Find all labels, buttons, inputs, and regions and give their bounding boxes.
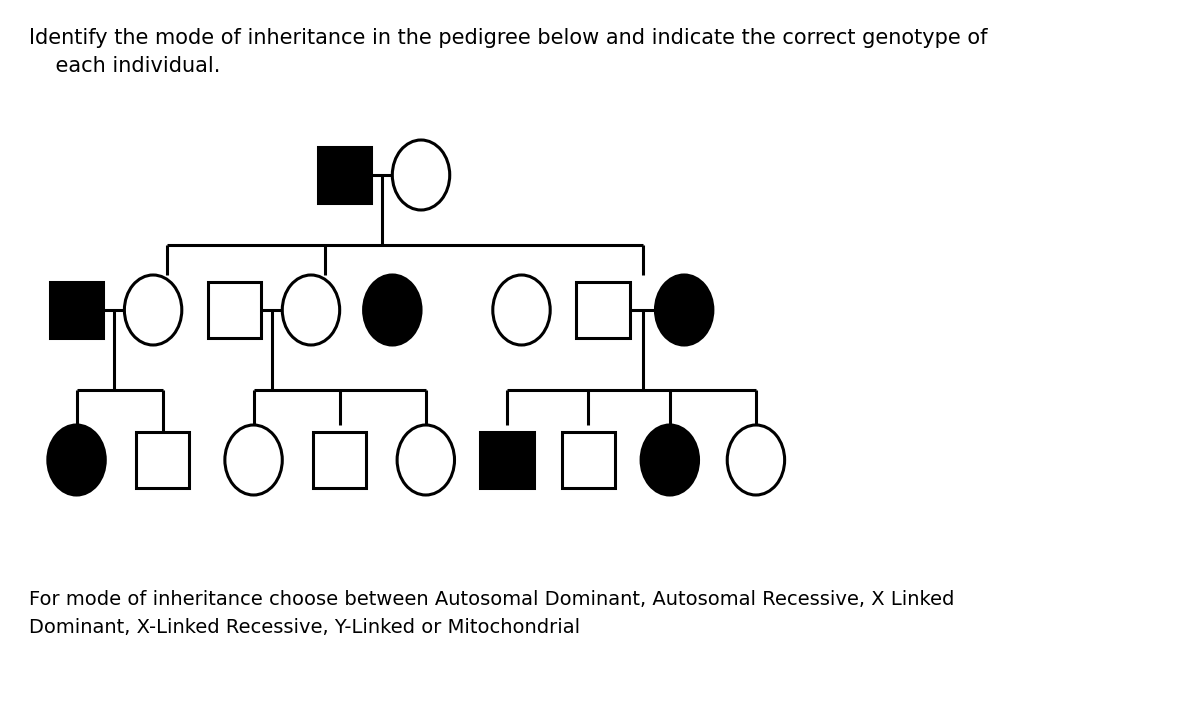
Ellipse shape (392, 140, 450, 210)
Text: Identify the mode of inheritance in the pedigree below and indicate the correct : Identify the mode of inheritance in the … (29, 28, 988, 76)
Ellipse shape (224, 425, 282, 495)
Bar (480, 432, 534, 488)
Ellipse shape (125, 275, 182, 345)
Bar (318, 147, 371, 203)
Text: For mode of inheritance choose between Autosomal Dominant, Autosomal Recessive, : For mode of inheritance choose between A… (29, 590, 954, 637)
Bar (562, 432, 616, 488)
Ellipse shape (282, 275, 340, 345)
Bar (136, 432, 190, 488)
Ellipse shape (641, 425, 698, 495)
Bar (208, 282, 262, 338)
Bar (313, 432, 366, 488)
Ellipse shape (364, 275, 421, 345)
Ellipse shape (727, 425, 785, 495)
Ellipse shape (48, 425, 106, 495)
Bar (49, 282, 103, 338)
Bar (576, 282, 630, 338)
Ellipse shape (397, 425, 455, 495)
Ellipse shape (493, 275, 551, 345)
Ellipse shape (655, 275, 713, 345)
